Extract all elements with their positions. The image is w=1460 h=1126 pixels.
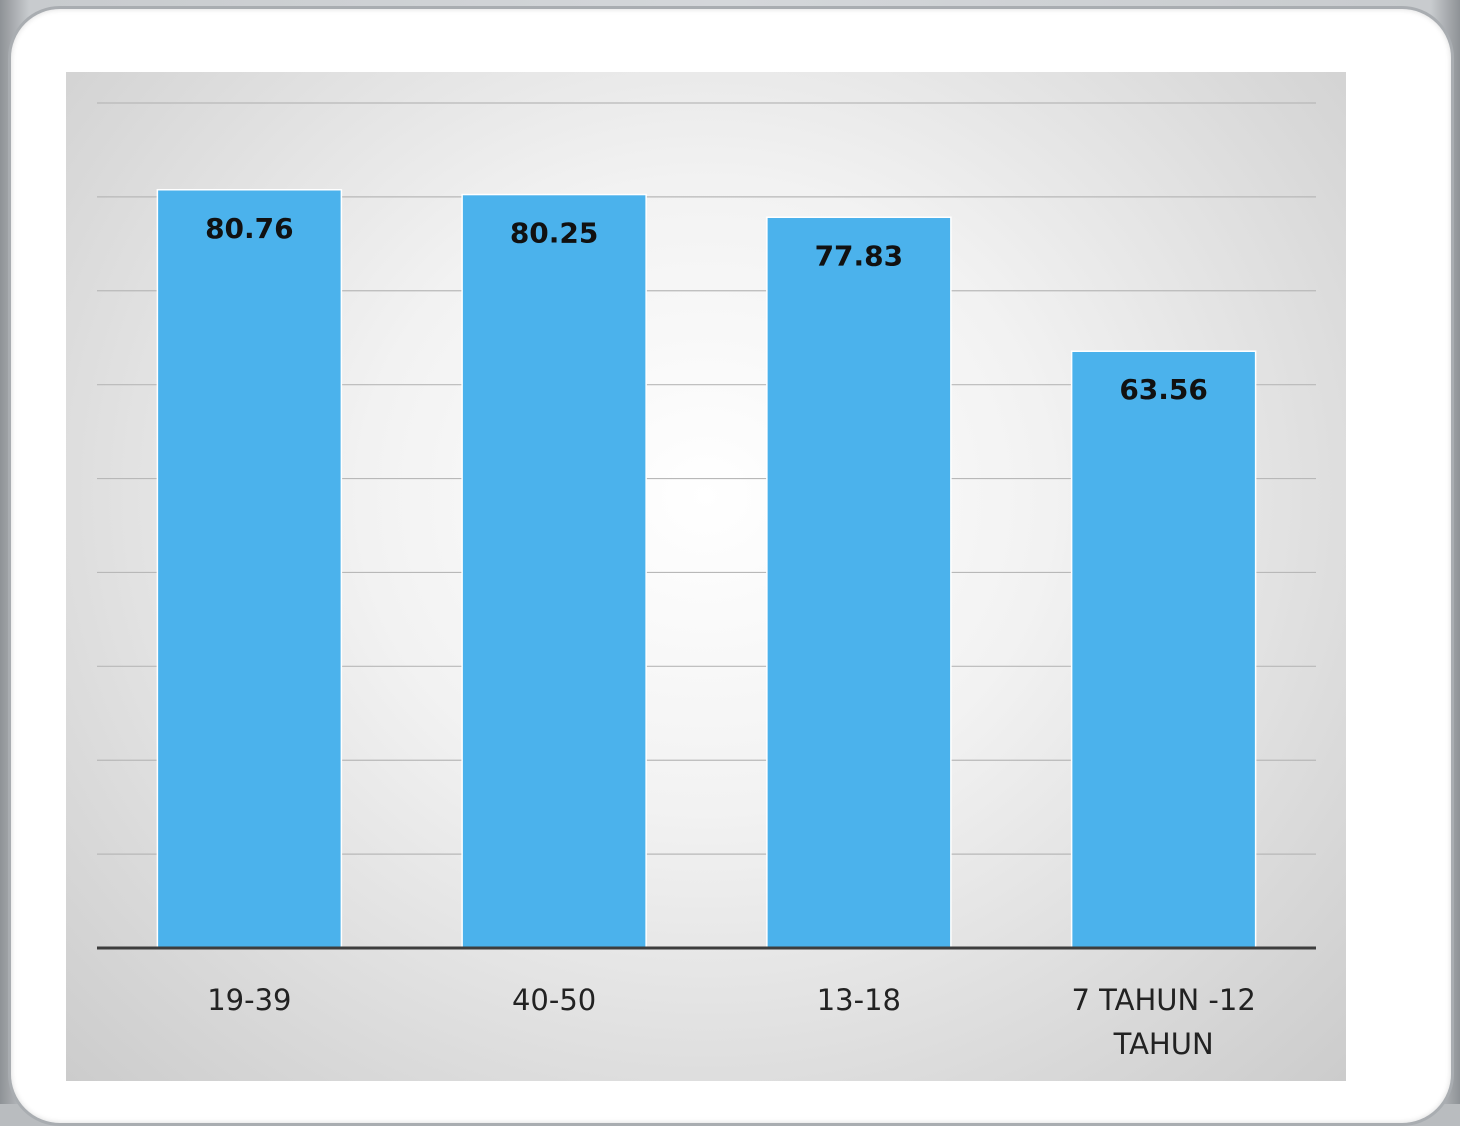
bar (461, 193, 647, 949)
x-tick-label-line: 19-39 (207, 983, 291, 1017)
x-tick-label-line: 40-50 (512, 983, 596, 1017)
data-label: 63.56 (1119, 373, 1208, 406)
data-label: 80.25 (510, 217, 599, 250)
data-label: 80.76 (205, 212, 294, 245)
x-tick-label-line: 7 TAHUN -12 (1071, 983, 1255, 1017)
x-tick-label-line: TAHUN (1113, 1027, 1214, 1061)
x-tick-label: 40-50 (512, 983, 596, 1017)
data-label: 77.83 (815, 239, 904, 272)
bar (1070, 350, 1257, 949)
x-tick-label: 13-18 (817, 983, 901, 1017)
bar (766, 216, 952, 949)
x-tick-label: 19-39 (207, 983, 291, 1017)
bar (156, 189, 343, 949)
x-tick-label-line: 13-18 (817, 983, 901, 1017)
x-tick-label: 7 TAHUN -12 TAHUN (1071, 983, 1255, 1061)
